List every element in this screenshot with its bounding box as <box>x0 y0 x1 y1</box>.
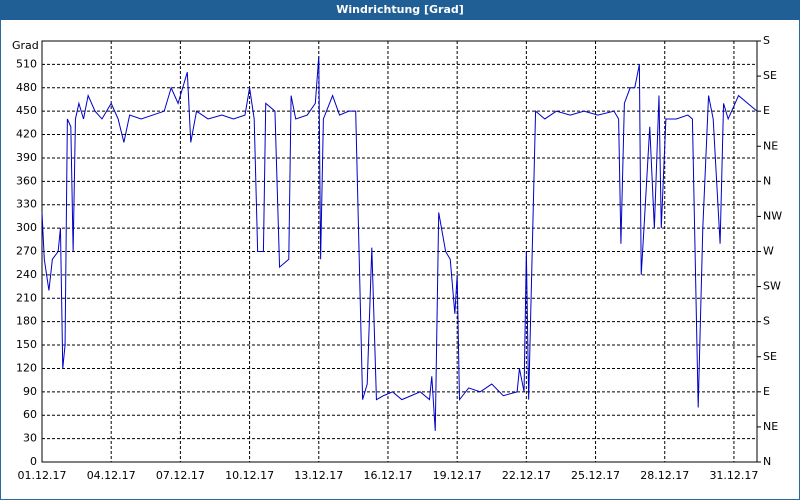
y-tick-label: 300 <box>16 221 37 234</box>
y-tick-label: 210 <box>16 291 37 304</box>
x-tick-label: 10.12.17 <box>225 469 274 482</box>
y2-tick-label: S <box>763 34 770 47</box>
y-tick-label: 510 <box>16 57 37 70</box>
y-tick-label: 450 <box>16 104 37 117</box>
y-tick-label: 270 <box>16 245 37 258</box>
x-tick-label: 07.12.17 <box>156 469 205 482</box>
y-tick-label: 120 <box>16 361 37 374</box>
x-tick-label: 16.12.17 <box>363 469 412 482</box>
x-tick-label: 25.12.17 <box>571 469 620 482</box>
y-tick-label: 0 <box>30 455 37 468</box>
y-tick-label: 30 <box>23 432 37 445</box>
x-tick-label: 28.12.17 <box>640 469 689 482</box>
y-tick-label: 420 <box>16 128 37 141</box>
y-tick-label: 150 <box>16 338 37 351</box>
title-bar <box>0 0 800 20</box>
y-tick-label: 360 <box>16 174 37 187</box>
y2-tick-label: N <box>763 455 771 468</box>
y2-tick-label: N <box>763 174 771 187</box>
y2-tick-label: E <box>763 385 770 398</box>
y-tick-label: 480 <box>16 81 37 94</box>
y2-tick-label: SE <box>763 69 777 82</box>
x-tick-label: 01.12.17 <box>18 469 67 482</box>
y-tick-label: 330 <box>16 198 37 211</box>
y2-tick-label: SE <box>763 350 777 363</box>
y-tick-label: 240 <box>16 268 37 281</box>
x-tick-label: 19.12.17 <box>433 469 482 482</box>
x-tick-label: 04.12.17 <box>87 469 136 482</box>
y2-tick-label: S <box>763 315 770 328</box>
y2-tick-label: NE <box>763 420 778 433</box>
y2-tick-label: NE <box>763 139 778 152</box>
y2-tick-label: SW <box>763 280 781 293</box>
x-tick-label: 22.12.17 <box>502 469 551 482</box>
y-axis-label: Grad <box>12 39 39 52</box>
y2-tick-label: NW <box>763 209 782 222</box>
data-line <box>41 56 758 431</box>
y2-tick-label: E <box>763 104 770 117</box>
chart-title: Windrichtung [Grad] <box>336 3 464 16</box>
x-tick-label: 13.12.17 <box>294 469 343 482</box>
y-tick-label: 390 <box>16 151 37 164</box>
y-tick-label: 180 <box>16 315 37 328</box>
y2-tick-label: W <box>763 245 774 258</box>
y-tick-label: 90 <box>23 385 37 398</box>
y-tick-label: 60 <box>23 408 37 421</box>
x-tick-label: 31.12.17 <box>709 469 758 482</box>
